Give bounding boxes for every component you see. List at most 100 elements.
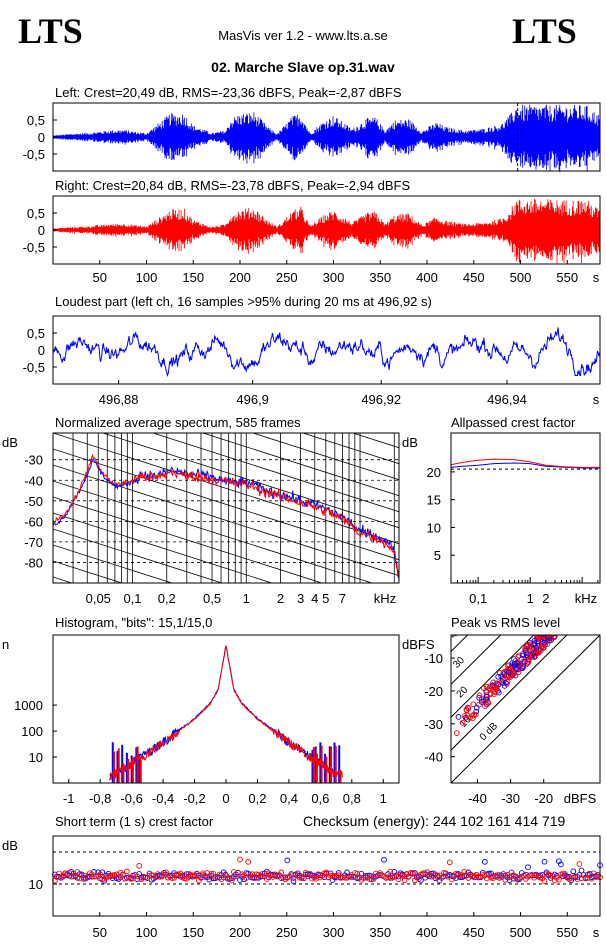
spectrum-slope-line [53, 512, 274, 583]
spectrum-slope-line [53, 560, 124, 583]
short_term_crest-point [342, 874, 348, 881]
peak_vs_rms-point [542, 629, 547, 634]
peak_vs_rms-point [534, 635, 541, 640]
short_term_crest-chart: Short term (1 s) crest factor dB 10 50 100 15… [2, 814, 603, 940]
loudest_part-ytick-label: 0,5 [27, 326, 45, 341]
peak_vs_rms-point [512, 661, 519, 667]
histogram-xtick-label: -0,2 [183, 791, 205, 806]
short_term_crest-point [74, 869, 81, 875]
logo-left: LTS [18, 11, 83, 51]
short_term_crest-point [228, 877, 235, 884]
spectrum-slope-line [53, 641, 399, 752]
histogram-series-red [109, 645, 343, 780]
peak_vs_rms-point [505, 669, 512, 675]
spectrum-grid [53, 433, 399, 752]
peak_vs_rms-point [453, 730, 460, 736]
right_waveform-chart: Right: Crest=20,84 dB, RMS=-23,78 dBFS, … [23, 178, 601, 285]
peak_vs_rms-point [519, 665, 526, 671]
left_waveform-frame [52, 102, 601, 172]
spectrum-ytick-label: -50 [24, 494, 43, 509]
short_term_crest-point [263, 876, 270, 882]
short_term_crest-point [409, 870, 416, 876]
short_term_crest-point [547, 872, 554, 879]
short_term_crest-ytick-label: 10 [29, 877, 43, 892]
spectrum-chart: Normalized average spectrum, 585 frames d… [2, 415, 399, 752]
spectrum-slope-line [53, 544, 174, 583]
peak_vs_rms-point [545, 635, 551, 637]
spectrum-xtick-label: 0,05 [86, 591, 111, 606]
peak_vs_rms-diagonal [451, 635, 568, 751]
short_term_crest-point [193, 871, 200, 877]
short_term_crest-point [278, 869, 285, 876]
short_term_crest-point [576, 861, 583, 867]
short_term_crest-point [395, 876, 402, 882]
short_term_crest-point [331, 872, 338, 879]
peak_vs_rms-point [487, 690, 494, 697]
peak_vs_rms-ytick-label: -40 [424, 750, 443, 765]
spectrum-slope-line [53, 480, 374, 583]
histogram-ytick-label: 100 [21, 724, 43, 739]
histogram-chart: Histogram, "bits": 15,1/15,0n100010010-1… [2, 615, 387, 806]
short_term_crest-point [216, 871, 223, 878]
peak_vs_rms-point [540, 635, 547, 642]
allpassed_crest-series-red [450, 458, 600, 468]
peak_vs_rms-point [533, 650, 540, 657]
peak_vs_rms-point [476, 692, 483, 699]
allpassed_crest-ytick-label: 10 [427, 520, 441, 535]
loudest_part-title: Loudest part (left ch, 16 samples >95% d… [55, 294, 432, 309]
spectrum-xtick-label: 0,5 [203, 591, 221, 606]
short_term_crest-point [360, 875, 367, 881]
loudest_part-signal [52, 327, 601, 378]
short_term_crest-point [340, 874, 346, 881]
allpassed_crest-frame [450, 432, 601, 584]
spectrum-xtick-label: 3 [297, 591, 304, 606]
right_waveform-frame [52, 195, 601, 265]
short_term_crest-point [416, 876, 422, 882]
peak_vs_rms-point [535, 635, 542, 640]
peak_vs_rms-point [490, 683, 497, 689]
short_term_crest-point [230, 869, 237, 875]
short_term_crest-point [243, 875, 250, 881]
short_term_crest-point [407, 870, 414, 876]
short_term_crest-point [370, 875, 377, 882]
peak_vs_rms-point [482, 699, 489, 706]
spectrum-slope-line [301, 433, 399, 465]
histogram-xtick-label: -0,4 [152, 791, 174, 806]
peak_vs_rms-point [548, 637, 555, 643]
spectrum-series-blue [53, 457, 399, 579]
allpassed_crest-chart: Allpassed crest factor dB 20 15 10 5 0,1 1 2 kHz [402, 415, 600, 606]
loudest_part-xtick-label: 496,88 [99, 392, 139, 407]
left_waveform-title: Left: Crest=20,49 dB, RMS=-23,36 dBFS, P… [55, 85, 402, 100]
right_waveform-ytick-label: -0,5 [23, 240, 45, 255]
histogram-ytick-label: 10 [29, 750, 43, 765]
peak_vs_rms-diagonal-label: 30 [451, 655, 467, 671]
short_term_crest-xtick-label: 200 [229, 925, 251, 940]
peak_vs_rms-point [533, 644, 540, 651]
histogram-frame [52, 634, 400, 784]
peak_vs_rms-point [455, 714, 462, 720]
peak_vs_rms-point [473, 704, 480, 711]
peak_vs_rms-point [529, 653, 535, 660]
right_waveform-ytick-label: 0 [38, 223, 45, 238]
loudest_part-frame [52, 315, 601, 385]
peak_vs_rms-xtick-label: -30 [501, 791, 520, 806]
peak_vs_rms-point [531, 653, 538, 660]
peak_vs_rms-point [523, 646, 529, 653]
short_term_crest-xtick-label: 450 [463, 925, 485, 940]
histogram-title: Histogram, "bits": 15,1/15,0 [55, 615, 212, 630]
loudest_part-xtick-label: 496,94 [487, 392, 527, 407]
right_waveform-xtick-label: 550 [556, 270, 578, 285]
peak_vs_rms-point [500, 680, 507, 686]
peak_vs_rms-point [517, 665, 524, 672]
right_waveform-xtick-label: 450 [463, 270, 485, 285]
loudest_part-ytick-label: -0,5 [23, 360, 45, 375]
logo-right: LTS [512, 11, 577, 51]
right_waveform-xtick-label: 100 [136, 270, 158, 285]
peak_vs_rms-point [538, 630, 543, 635]
short_term_crest-point [558, 861, 564, 868]
peak_vs_rms-point [516, 652, 522, 659]
spectrum-title: Normalized average spectrum, 585 frames [55, 415, 301, 430]
right_waveform-xtick-label: 350 [369, 270, 391, 285]
peak_vs_rms-point [459, 719, 466, 726]
